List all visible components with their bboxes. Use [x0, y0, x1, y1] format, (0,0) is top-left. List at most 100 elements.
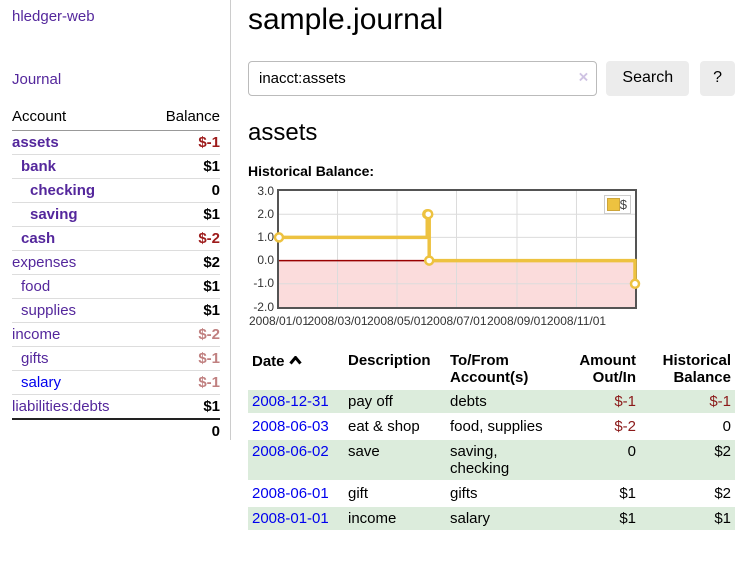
y-axis-tick-label: 3.0	[257, 183, 274, 198]
accounts-table: Account Balance assets $-1 bank $1 checking 0…	[12, 104, 220, 443]
account-balance: $1	[145, 202, 220, 227]
account-link-assets[interactable]: assets	[12, 134, 59, 151]
help-button[interactable]: ?	[700, 60, 735, 96]
x-axis-tick-label: 2008/03/01	[307, 313, 368, 328]
account-row: checking 0	[12, 178, 220, 203]
register-amount: $-1	[564, 389, 640, 413]
account-balance: $1	[203, 398, 220, 415]
register-accounts: debts	[446, 389, 564, 413]
account-row: expenses $2	[12, 250, 220, 275]
x-axis-tick-label: 2008/07/01	[426, 313, 487, 328]
chart-plot-area: $ 3.0 2.0 1.0 0.0 -1.0 -2.0 2008/01/01 2008/03/…	[249, 184, 641, 328]
account-link-gifts[interactable]: gifts	[21, 350, 49, 367]
account-row: income $-2	[12, 322, 220, 347]
series-swatch-icon	[606, 197, 620, 211]
register-balance: $2	[640, 439, 735, 480]
account-link-salary[interactable]: salary	[21, 374, 62, 391]
account-balance: $2	[145, 250, 220, 275]
account-row: food $1	[12, 274, 220, 299]
register-header-date[interactable]: Date	[248, 350, 344, 388]
account-link-liabilities-debts[interactable]: liabilities:debts	[12, 398, 110, 415]
x-axis-tick-label: 2008/09/01	[486, 313, 547, 328]
y-axis-tick-label: -2.0	[253, 299, 274, 314]
register-accounts: gifts	[450, 484, 478, 502]
register-date-link[interactable]: 2008-06-01	[252, 484, 329, 502]
register-table: Date Description To/From Account(s) Amou…	[248, 348, 735, 532]
account-link-income[interactable]: income	[12, 326, 61, 343]
register-accounts: salary	[446, 506, 564, 530]
x-axis-tick-label: 2008/05/01	[366, 313, 428, 328]
chart-canvas	[273, 190, 641, 307]
search-button[interactable]: Search	[606, 60, 690, 96]
account-balance: $-2	[145, 226, 220, 251]
sidebar: hledger-web Journal Account Balance asse…	[0, 0, 231, 443]
x-axis-tick-label: 2008/01/01	[248, 313, 310, 328]
account-balance: $-2	[145, 322, 220, 347]
account-link-supplies[interactable]: supplies	[21, 302, 77, 319]
account-row: supplies $1	[12, 298, 220, 323]
register-balance: 0	[722, 417, 731, 435]
legend-series-label: $	[619, 196, 627, 212]
account-link-cash[interactable]: cash	[21, 230, 56, 247]
register-balance: $1	[640, 506, 735, 530]
register-amount: 0	[564, 439, 640, 480]
register-amount: $-2	[614, 417, 636, 435]
search-bar: × Search ?	[248, 60, 735, 96]
account-balance: $-1	[145, 370, 220, 395]
search-box: ×	[248, 60, 598, 96]
register-accounts: food, supplies	[450, 417, 543, 435]
clear-search-icon[interactable]: ×	[578, 67, 589, 87]
y-axis-tick-label: 2.0	[257, 206, 274, 221]
register-description: eat & shop	[348, 417, 420, 435]
account-link-checking[interactable]: checking	[30, 182, 96, 199]
sort-ascending-icon	[288, 352, 302, 369]
register-date-link[interactable]: 2008-01-01	[252, 509, 329, 527]
accounts-header-balance: Balance	[145, 104, 220, 131]
account-link-food[interactable]: food	[21, 278, 51, 295]
register-date-link[interactable]: 2008-06-03	[252, 417, 329, 435]
account-row: assets $-1	[12, 130, 220, 155]
brand-link[interactable]: hledger-web	[12, 8, 95, 25]
account-balance: 0	[145, 178, 220, 203]
register-row: 2008-01-01 income salary $1 $1	[248, 506, 735, 530]
register-header-row: Date Description To/From Account(s) Amou…	[248, 350, 735, 388]
historical-balance-chart: $ 3.0 2.0 1.0 0.0 -1.0 -2.0 2008/01/01 2008/03/…	[249, 184, 677, 329]
account-title: assets	[248, 118, 318, 146]
register-row: 2008-06-03 eat & shop food, supplies $-2 0	[248, 415, 735, 438]
account-row: liabilities:debts $1	[12, 395, 220, 420]
account-row: cash $-2	[12, 226, 220, 251]
register-accounts: saving, checking	[446, 439, 564, 480]
register-header-amount: Amount Out/In	[579, 351, 636, 386]
chart-legend: $	[603, 194, 631, 214]
account-balance: $1	[145, 274, 220, 299]
main-content: sample.journal × Search ? assets Histori…	[248, 0, 742, 532]
account-row: bank $1	[12, 154, 220, 179]
y-axis-tick-label: 0.0	[257, 253, 274, 268]
register-date-link[interactable]: 2008-12-31	[252, 392, 329, 410]
register-description: income	[344, 506, 446, 530]
account-row: salary $-1	[12, 370, 220, 395]
accounts-header-account: Account	[12, 104, 146, 131]
register-date-link[interactable]: 2008-06-02	[252, 442, 329, 460]
account-link-saving[interactable]: saving	[30, 206, 78, 223]
register-amount: $1	[619, 484, 636, 502]
register-balance: $-1	[640, 389, 735, 413]
account-link-expenses[interactable]: expenses	[12, 254, 77, 271]
register-row: 2008-06-01 gift gifts $1 $2	[248, 482, 735, 505]
account-balance: $-1	[145, 130, 220, 155]
y-axis-tick-label: 1.0	[257, 229, 274, 244]
account-row: saving $1	[12, 202, 220, 227]
account-balance: $1	[145, 154, 220, 179]
sidebar-item-journal[interactable]: Journal	[12, 71, 62, 88]
account-link-bank[interactable]: bank	[21, 158, 57, 175]
register-row: 2008-12-31 pay off debts $-1 $-1	[248, 389, 735, 413]
register-header-balance: Historical Balance	[662, 351, 731, 386]
register-description: pay off	[344, 389, 446, 413]
search-input[interactable]	[248, 60, 598, 96]
chart-label: Historical Balance:	[248, 162, 375, 179]
y-axis-tick-label: -1.0	[253, 276, 274, 291]
register-description: save	[344, 439, 446, 480]
accounts-total-value: 0	[145, 418, 220, 443]
account-row: gifts $-1	[12, 346, 220, 371]
